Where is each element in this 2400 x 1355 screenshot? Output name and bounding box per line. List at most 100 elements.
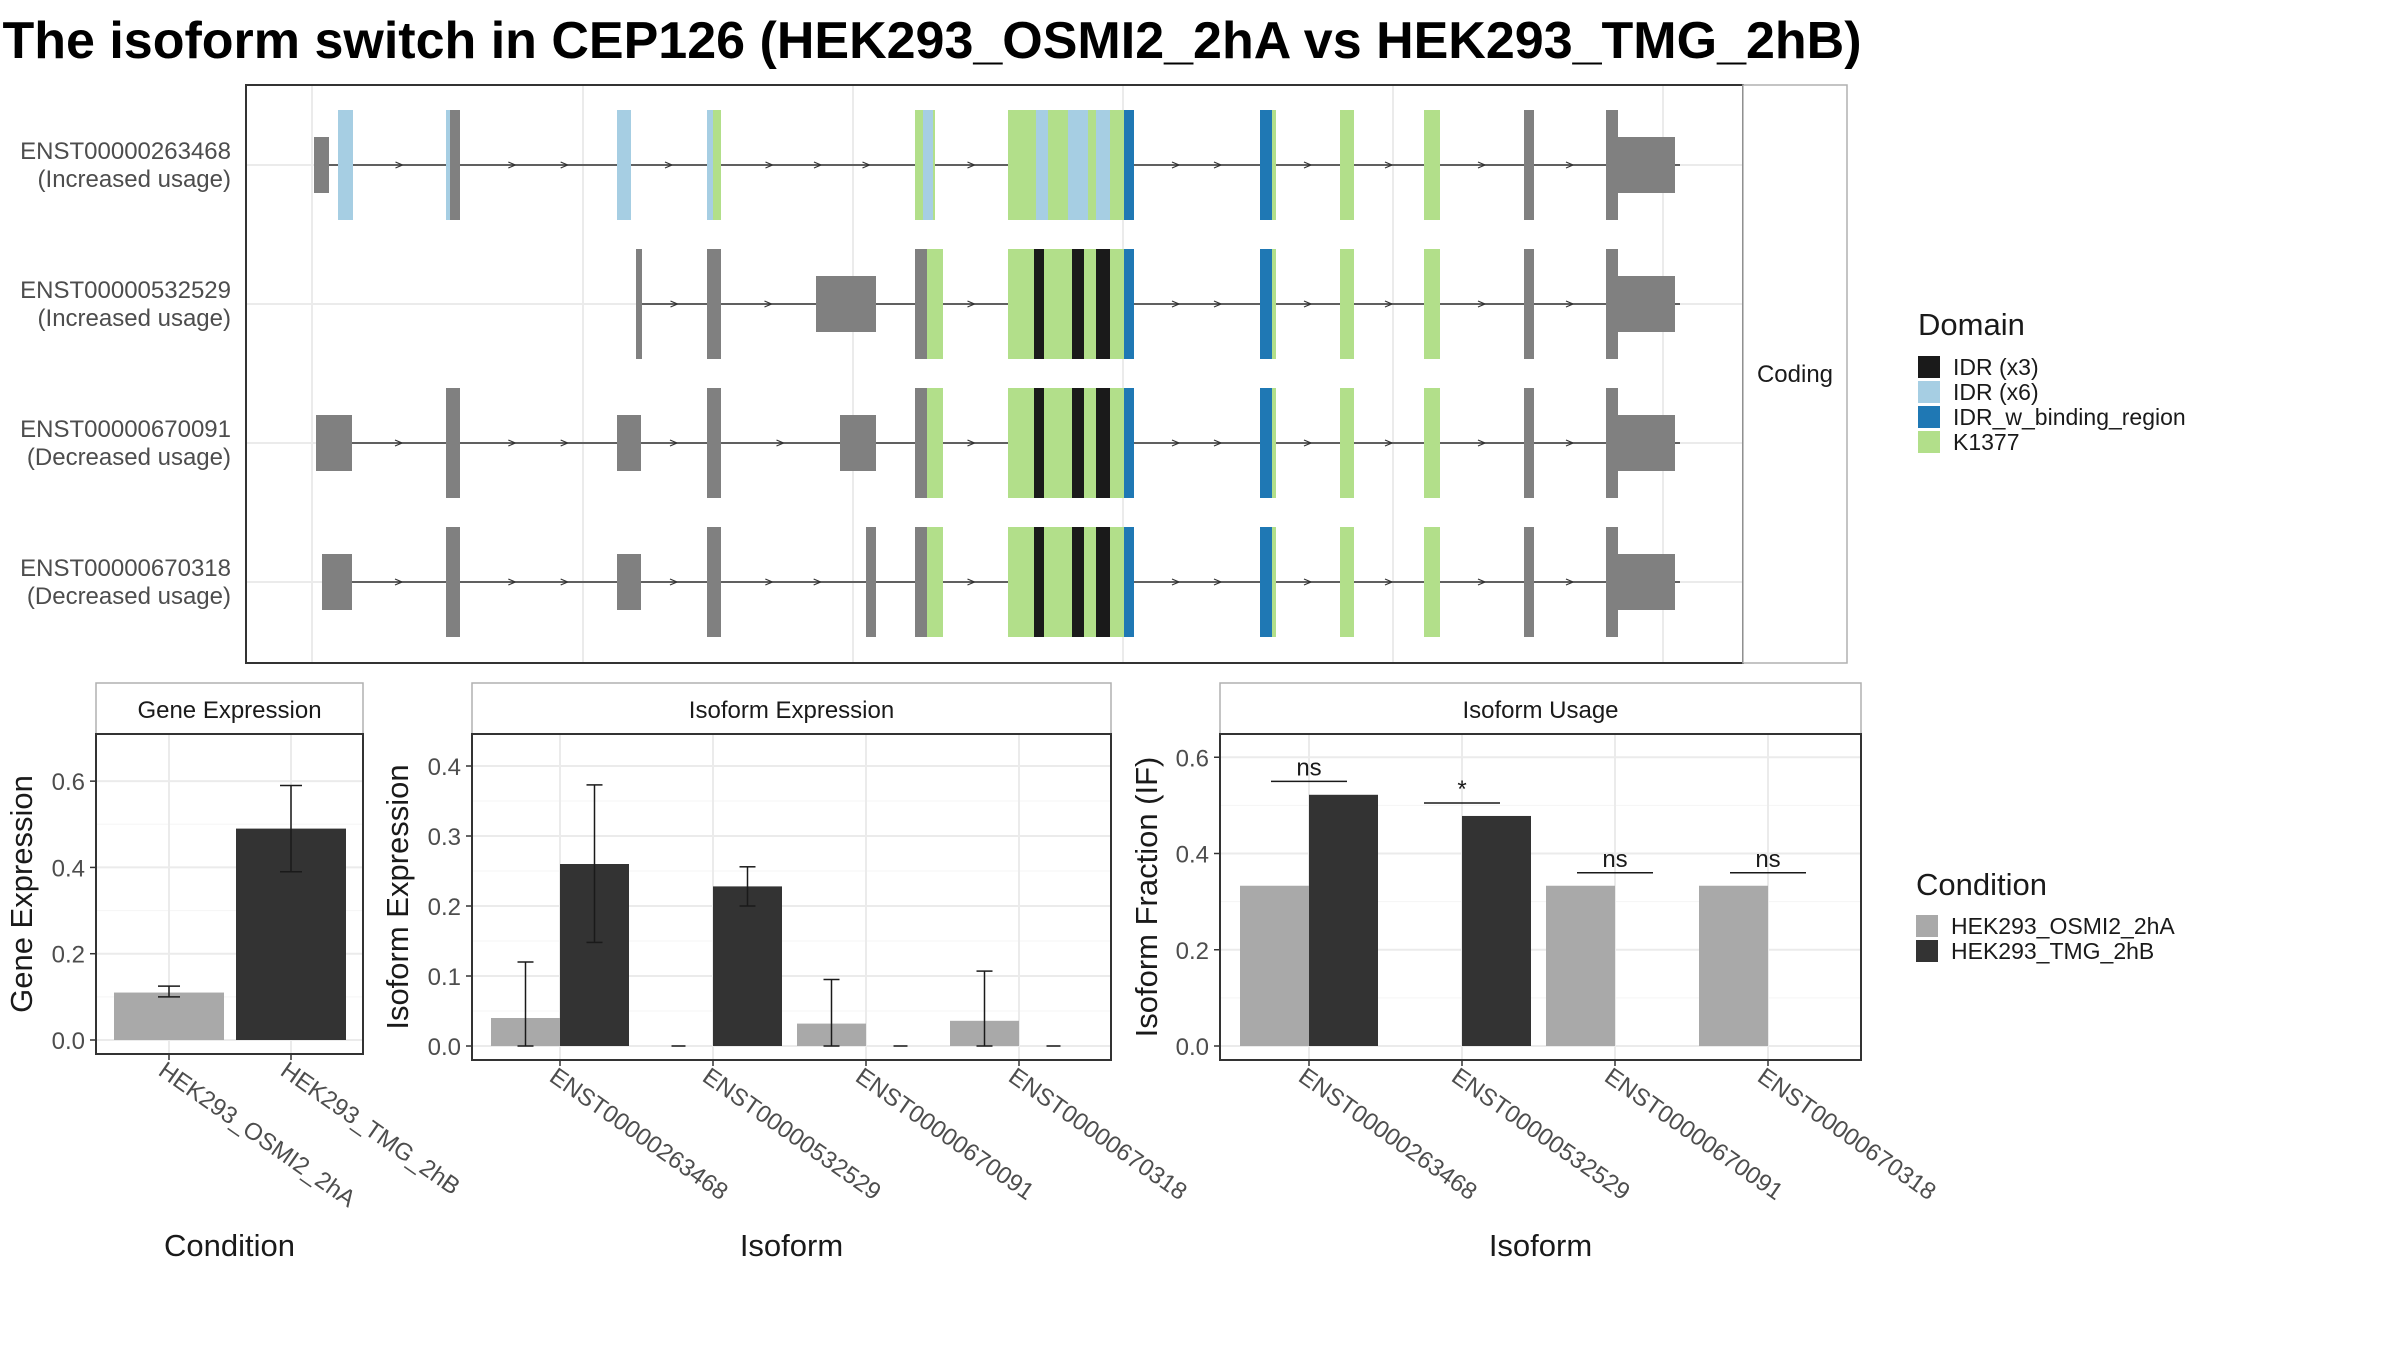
domain-segment — [1424, 110, 1440, 220]
intron-arrow — [560, 578, 570, 586]
bar — [114, 992, 224, 1040]
domain-segment — [1008, 527, 1034, 637]
y-tick-label: 0.6 — [1176, 745, 1209, 772]
domain-segment — [1110, 388, 1124, 498]
intron-arrow — [1213, 161, 1223, 169]
domain-segment — [1084, 527, 1096, 637]
significance-label: ns — [1602, 846, 1627, 873]
y-axis-title: Isoform Fraction (IF) — [1129, 757, 1164, 1038]
domain-segment — [1096, 388, 1110, 498]
intron-arrow — [1171, 578, 1181, 586]
domain-segment — [1110, 249, 1124, 359]
y-tick-label: 0.1 — [428, 964, 461, 991]
exon — [446, 388, 460, 498]
exon — [446, 527, 460, 637]
domain-legend-title: Domain — [1918, 307, 2025, 342]
intron-arrow — [862, 161, 872, 169]
facet-label: Coding — [1757, 361, 1833, 388]
domain-segment — [923, 110, 933, 220]
transcript-id-label: ENST00000263468 — [20, 138, 231, 165]
intron-arrow — [508, 578, 517, 586]
intron-arrow — [765, 578, 774, 586]
domain-segment — [1272, 388, 1276, 498]
intron-arrow — [776, 439, 786, 447]
domain-segment — [1096, 527, 1110, 637]
plot-border — [471, 733, 1112, 1061]
domain-segment — [1044, 249, 1072, 359]
domain-segment — [1260, 249, 1272, 359]
exon — [840, 415, 876, 471]
intron-arrow — [669, 578, 679, 586]
figure-title: The isoform switch in CEP126 (HEK293_OSM… — [2, 12, 1861, 70]
domain-segment — [1072, 388, 1084, 498]
exon — [314, 137, 329, 193]
condition-legend-title: Condition — [1916, 867, 2047, 902]
domain-segment — [1260, 388, 1272, 498]
domain-segment — [1272, 249, 1276, 359]
transcript-usage-label: (Increased usage) — [38, 305, 231, 332]
exon — [707, 388, 721, 498]
domain-segment — [1124, 249, 1134, 359]
intron-arrow — [813, 161, 823, 169]
y-tick-label: 0.0 — [52, 1028, 85, 1055]
intron-arrow — [1565, 300, 1575, 308]
intron-arrow — [1171, 161, 1181, 169]
legend-key — [1918, 381, 1940, 403]
intron-arrow — [967, 161, 977, 169]
exon — [1615, 137, 1675, 193]
domain-segment — [1124, 388, 1134, 498]
domain-segment — [933, 110, 935, 220]
intron-arrow — [394, 578, 404, 586]
intron-arrow — [508, 161, 517, 169]
transcript-usage-label: (Decreased usage) — [27, 583, 231, 610]
y-tick-label: 0.4 — [428, 754, 461, 781]
facet-strip — [1742, 84, 1848, 664]
intron-arrow — [1213, 578, 1223, 586]
exon — [816, 276, 876, 332]
intron-arrow — [664, 161, 674, 169]
domain-segment — [915, 110, 923, 220]
legend-key — [1918, 406, 1940, 428]
y-tick-label: 0.0 — [1176, 1034, 1209, 1061]
intron-arrow — [813, 578, 823, 586]
domain-segment — [1034, 249, 1044, 359]
transcript-id-label: ENST00000532529 — [20, 277, 231, 304]
domain-segment — [707, 110, 715, 220]
domain-segment — [1072, 527, 1084, 637]
domain-segment — [1110, 110, 1124, 220]
x-axis-title: Condition — [164, 1228, 295, 1263]
intron-arrow — [1303, 439, 1313, 447]
bar — [1462, 815, 1531, 1046]
intron-arrow — [1565, 161, 1575, 169]
bar — [1240, 885, 1309, 1046]
y-tick-label: 0.4 — [52, 855, 85, 882]
intron-arrow — [1213, 439, 1223, 447]
exon — [1615, 276, 1675, 332]
domain-segment — [1340, 110, 1354, 220]
significance-label: ns — [1296, 754, 1321, 781]
domain-segment — [1260, 527, 1272, 637]
domain-segment — [1072, 249, 1084, 359]
domain-segment — [1424, 527, 1440, 637]
domain-segment — [1096, 249, 1110, 359]
exon — [1524, 527, 1534, 637]
expression-panels: Gene Expression 0.0 0.2 0.4 0.6 HEK293_OSMI2_… — [4, 682, 1941, 1263]
intron-arrow — [508, 439, 517, 447]
domain-segment — [1340, 527, 1354, 637]
transcript-id-label: ENST00000670318 — [20, 555, 231, 582]
legend-label: K1377 — [1953, 429, 2020, 455]
transcript-id-label: ENST00000670091 — [20, 416, 231, 443]
y-tick-label: 0.3 — [428, 824, 461, 851]
intron-arrow — [765, 161, 775, 169]
domain-segment — [1008, 388, 1034, 498]
domain-segment — [927, 527, 943, 637]
domain-segment — [1084, 249, 1096, 359]
legend-key — [1918, 431, 1940, 453]
x-tick-label: HEK293_OSMI2_2hA — [154, 1057, 361, 1213]
domain-segment — [1124, 110, 1134, 220]
domain-segment — [446, 110, 450, 220]
exon — [316, 415, 352, 471]
